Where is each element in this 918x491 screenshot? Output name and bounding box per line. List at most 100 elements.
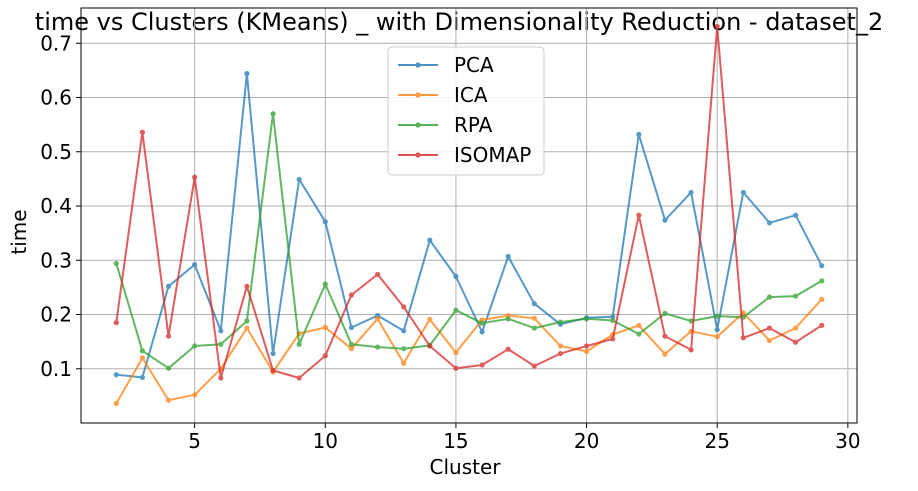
data-point-isomap	[636, 212, 642, 218]
data-point-pca	[819, 263, 825, 269]
series-line-pca	[116, 72, 823, 379]
data-point-ica	[322, 324, 328, 331]
data-point-pca	[505, 253, 511, 260]
data-point-isomap	[296, 375, 302, 381]
x-tick-label: 30	[835, 429, 860, 453]
data-point-isomap	[401, 304, 407, 310]
series-line-isomap	[115, 25, 823, 379]
legend-marker-rpa	[415, 122, 421, 128]
legend-label-isomap: ISOMAP	[454, 143, 531, 167]
data-point-ica	[453, 349, 459, 356]
data-point-rpa	[610, 317, 616, 324]
data-point-isomap	[662, 333, 668, 339]
data-point-isomap	[792, 339, 799, 345]
y-tick-label: 0.7	[40, 31, 72, 55]
plot-frame	[80, 7, 858, 424]
x-tick-label: 10	[313, 429, 338, 453]
data-point-pca	[218, 328, 224, 334]
data-point-ica	[557, 343, 564, 349]
data-point-rpa	[296, 341, 302, 347]
data-point-ica	[348, 346, 355, 352]
y-tick-label: 0.1	[40, 357, 72, 381]
data-point-ica	[662, 351, 668, 357]
data-point-ica	[139, 355, 146, 361]
axis-ticks: 5 10 15 20 25 30 0.1 0.2 0.3 0.4 0.5 0.6 0.7	[40, 31, 860, 453]
data-point-pca	[453, 273, 459, 280]
data-point-isomap	[819, 322, 825, 328]
legend: PCA ICA RPA ISOMAP	[387, 46, 545, 176]
data-point-rpa	[583, 316, 590, 322]
data-point-rpa	[792, 293, 799, 299]
data-point-isomap	[270, 367, 276, 373]
data-point-pca	[766, 220, 773, 226]
data-point-pca	[740, 189, 746, 196]
data-point-pca	[401, 328, 407, 334]
data-point-isomap	[714, 23, 720, 30]
y-tick-label: 0.6	[40, 86, 72, 110]
data-point-pca	[296, 176, 302, 183]
data-point-pca	[139, 374, 146, 381]
data-point-rpa	[714, 313, 720, 319]
data-point-ica	[374, 316, 381, 322]
data-point-pca	[688, 189, 694, 196]
data-point-rpa	[636, 331, 642, 337]
data-point-isomap	[218, 375, 224, 381]
data-point-rpa	[531, 325, 537, 331]
grid	[81, 8, 857, 423]
data-point-isomap	[244, 283, 250, 289]
data-point-rpa	[244, 318, 250, 324]
data-point-rpa	[374, 344, 381, 350]
data-point-rpa	[401, 346, 407, 352]
data-point-isomap	[557, 350, 564, 357]
data-point-isomap	[453, 365, 459, 371]
data-point-rpa	[505, 316, 511, 322]
series-ica	[113, 296, 825, 407]
data-point-isomap	[766, 325, 773, 331]
y-tick-label: 0.5	[40, 140, 72, 164]
data-point-isomap	[192, 174, 198, 180]
data-point-rpa	[113, 260, 119, 267]
x-tick-label: 5	[188, 429, 201, 453]
data-point-pca	[610, 314, 616, 320]
series-line-ica	[115, 298, 823, 404]
data-point-ica	[819, 296, 825, 302]
data-point-ica	[766, 337, 773, 344]
data-point-isomap	[322, 353, 328, 359]
data-point-pca	[165, 283, 172, 289]
data-point-rpa	[165, 365, 172, 371]
legend-box	[387, 46, 545, 176]
data-point-isomap	[113, 320, 119, 326]
data-point-rpa	[192, 343, 198, 349]
data-point-rpa	[218, 341, 224, 347]
data-point-ica	[427, 316, 433, 322]
data-point-isomap	[740, 335, 746, 341]
data-point-isomap	[165, 333, 172, 339]
legend-label-ica: ICA	[454, 83, 488, 107]
chart-title: time vs Clusters (KMeans) _ with Dimensi…	[35, 8, 883, 36]
data-point-ica	[636, 322, 642, 328]
data-point-isomap	[610, 336, 616, 342]
data-point-rpa	[270, 111, 276, 117]
legend-item-pca	[398, 62, 438, 68]
data-point-rpa	[819, 278, 825, 284]
data-point-ica	[531, 315, 537, 321]
x-tick-label: 25	[704, 429, 729, 453]
data-point-ica	[113, 400, 119, 407]
data-point-pca	[113, 372, 119, 378]
legend-item-rpa	[398, 122, 438, 128]
data-point-pca	[531, 301, 537, 307]
data-point-rpa	[453, 307, 459, 313]
data-point-rpa	[766, 294, 773, 300]
legend-label-rpa: RPA	[454, 113, 493, 137]
legend-item-ica	[398, 92, 438, 98]
data-point-pca	[192, 261, 198, 268]
series-layer	[113, 23, 825, 407]
data-point-ica	[244, 325, 250, 331]
data-point-pca	[662, 217, 668, 223]
series-pca	[113, 71, 825, 381]
data-point-pca	[792, 212, 799, 218]
data-point-ica	[714, 334, 720, 340]
y-tick-label: 0.3	[40, 248, 72, 272]
legend-marker-pca	[415, 62, 421, 68]
